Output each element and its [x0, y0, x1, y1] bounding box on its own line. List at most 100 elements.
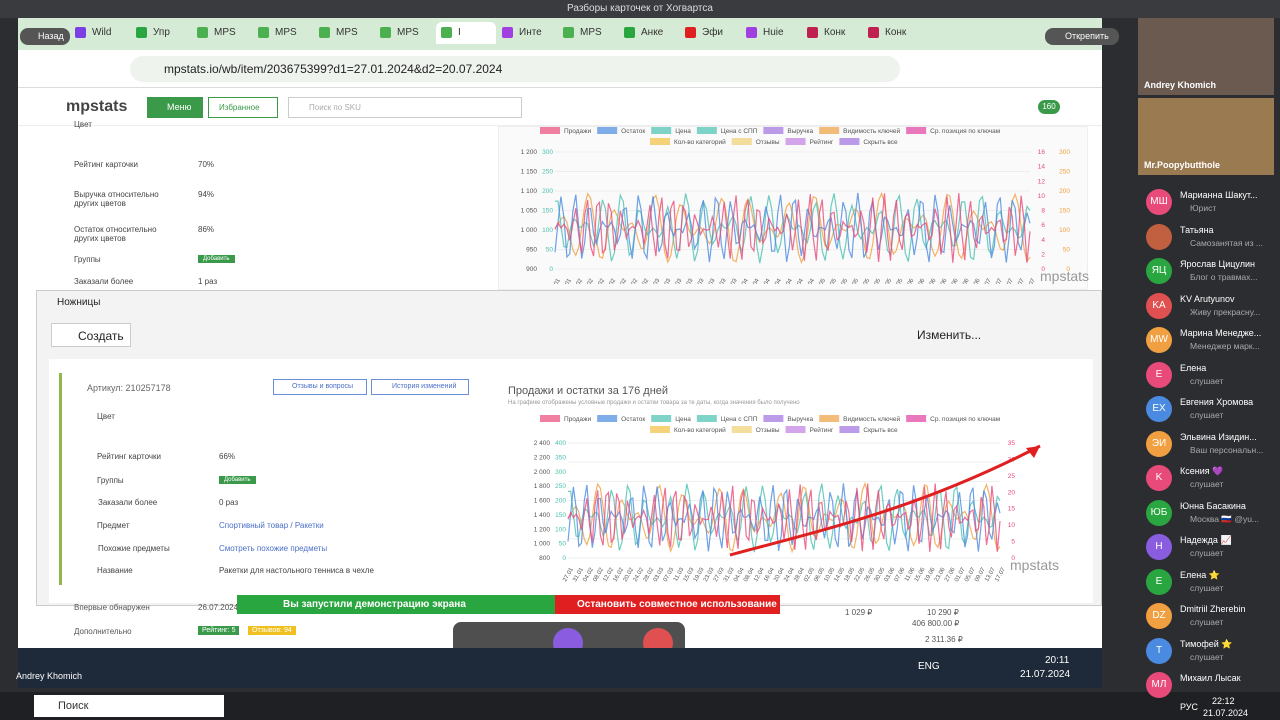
legend-swatch	[839, 138, 860, 145]
legend-label: Ср. позиция по ключам	[930, 416, 1001, 423]
video-tile	[1138, 18, 1274, 95]
add-chip[interactable]: Добавить	[219, 476, 256, 484]
tab-icon	[746, 27, 757, 38]
legend-swatch	[785, 138, 806, 145]
legend-swatch	[763, 415, 784, 422]
taskbar-search[interactable]: Поиск	[34, 695, 224, 717]
row-label: Заказали более	[98, 498, 158, 507]
tab-label: Конк	[824, 27, 846, 38]
x-tick-label: 15.06	[936, 277, 949, 284]
reviews-button[interactable]: Отзывы и вопросы	[273, 379, 367, 395]
x-tick-label: 19.03	[693, 277, 706, 284]
x-tick-label: 31.01	[560, 277, 573, 284]
legend-swatch	[651, 127, 672, 134]
value: 10 290 ₽	[927, 608, 959, 617]
legend-label: Выручка	[787, 128, 813, 135]
row-value: Смотреть похожие предметы	[219, 544, 328, 553]
participant-name: Евгения Хромова	[1180, 397, 1254, 407]
legend-label: Цена	[675, 416, 691, 423]
tab-label: MPS	[275, 27, 297, 38]
url-field[interactable]	[130, 56, 900, 82]
legend-swatch	[906, 415, 927, 422]
legend-swatch	[906, 127, 927, 134]
participant-status: Самозанятая из ...	[1190, 237, 1263, 248]
tab-label: Wild	[92, 27, 112, 38]
edit-button[interactable]: Изменить...	[917, 328, 982, 342]
create-button[interactable]: Создать	[51, 323, 131, 347]
x-tick-label: 10.05	[836, 277, 849, 284]
x-tick-label: 13.07	[1013, 277, 1026, 284]
pin-button[interactable]: Открепить	[1045, 28, 1119, 45]
participant-name: KV Arutyunov	[1180, 293, 1235, 304]
y-tick-label: 950	[526, 247, 537, 254]
avatar: H	[1146, 534, 1172, 560]
x-tick-label: 14.05	[847, 277, 860, 284]
title-bar	[0, 0, 1280, 18]
avatar: K	[1146, 465, 1172, 491]
avatar: DZ	[1146, 603, 1172, 629]
y-tick-label: 15	[1008, 506, 1016, 513]
legend-swatch	[650, 426, 670, 433]
stop-share-button[interactable]: Остановить совместное использование	[555, 595, 780, 614]
row-label: Название	[97, 566, 133, 575]
participant-status: Ваш персональн...	[1190, 444, 1264, 455]
x-tick-label: 12.04	[759, 277, 772, 284]
legend-label: Остаток	[621, 128, 645, 135]
tab-label: Упр	[153, 27, 170, 38]
y-tick-label: 150	[542, 208, 553, 215]
y-tick-label: 50	[546, 247, 554, 254]
avatar	[1146, 223, 1172, 250]
x-tick-label: 01.07	[980, 277, 993, 284]
y-tick-label: 1 200	[534, 526, 551, 533]
y-tick-label: 2	[1041, 251, 1045, 258]
legend-swatch	[540, 127, 560, 134]
y-tick-label: 200	[542, 188, 553, 195]
row-label: Выручка относительно других цветов	[74, 190, 159, 208]
participant-name: Марина Менедже...	[1180, 328, 1262, 338]
avatar: ЯЦ	[1146, 258, 1172, 284]
row-label: Цвет	[74, 120, 92, 129]
favorites-button[interactable]: Избранное	[208, 97, 278, 118]
back-button[interactable]: Назад	[20, 28, 70, 45]
y-tick-label: 0	[549, 266, 553, 273]
legend-swatch	[819, 415, 840, 422]
tab-label: Инте	[519, 27, 542, 38]
extra: Дополнительно	[74, 627, 132, 636]
y-tick-label: 16	[1038, 149, 1046, 156]
tab-label: MPS	[214, 27, 236, 38]
legend-swatch	[785, 426, 806, 433]
x-tick-label: 27.03	[715, 277, 728, 284]
row-label: Остаток относительно других цветов	[74, 225, 157, 243]
y-tick-label: 14	[1038, 164, 1046, 171]
tab-label: Анке	[641, 27, 664, 38]
legend-label: Остаток	[621, 416, 645, 423]
participant-status: слушает	[1190, 410, 1224, 420]
legend-label: Кол-во категорий	[674, 138, 726, 146]
y-tick-label: 6	[1041, 222, 1045, 229]
menu-button[interactable]: Меню	[147, 97, 203, 118]
remote-user: Andrey Khomich	[16, 671, 83, 681]
legend-swatch	[597, 415, 618, 422]
participant-name: Ксения 💜	[1180, 466, 1224, 476]
tab-icon	[319, 27, 330, 38]
y-tick-label: 200	[1059, 188, 1070, 195]
video-tile	[1138, 98, 1274, 175]
x-tick-label: 27.01	[549, 277, 562, 284]
history-button[interactable]: История изменений	[371, 379, 469, 395]
y-tick-label: 2 400	[534, 440, 551, 447]
remote-date: 21.07.2024	[1020, 669, 1071, 680]
tab-icon	[502, 27, 513, 38]
y-tick-label: 1 800	[534, 483, 551, 490]
add-chip[interactable]: Добавить	[198, 255, 235, 263]
row-label: Предмет	[97, 521, 130, 530]
participant-name: Надежда 📈	[1180, 535, 1232, 545]
participant-name: Елена ⭐	[1180, 569, 1220, 580]
badge: 160	[1038, 100, 1060, 114]
search-field[interactable]: Поиск по SKU	[288, 97, 522, 118]
legend-label: Отзывы	[756, 427, 780, 434]
y-tick-label: 0	[1066, 266, 1070, 273]
inner-chart-title: Продажи и остатки за 176 дней	[508, 385, 669, 397]
y-tick-label: 800	[539, 555, 550, 562]
x-tick-label: 17.07	[994, 566, 1007, 583]
